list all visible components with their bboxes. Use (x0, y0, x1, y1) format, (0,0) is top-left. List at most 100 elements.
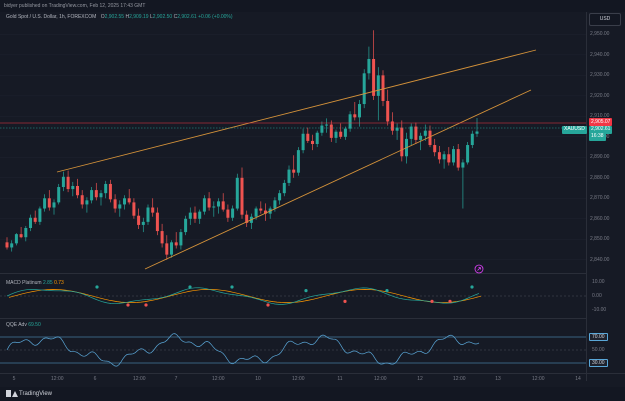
price-tick: 2,840.00 (590, 256, 610, 263)
price-tick: 2,940.00 (590, 51, 610, 58)
candle-body (358, 104, 361, 118)
candle-body (151, 207, 155, 213)
candle-body (99, 193, 103, 198)
macd-value-2: 0.73 (54, 280, 64, 286)
currency-selector[interactable]: USD (589, 13, 621, 26)
macd-cross-dot (266, 303, 270, 307)
candle-body (170, 242, 173, 255)
candle-body (47, 198, 51, 208)
macd-cross-dot (470, 285, 474, 289)
high-value: 2,909.19 (129, 14, 149, 20)
high-label: H (125, 14, 130, 20)
macd-cross-dot (230, 285, 234, 289)
macd-legend[interactable]: MACD Platinum 2.85 0.73 (6, 280, 64, 286)
candle-body (376, 75, 380, 96)
time-tick: 7 (174, 376, 178, 382)
time-tick: 12:00 (374, 376, 387, 382)
candle-body (123, 198, 126, 205)
candle-body (325, 124, 329, 126)
candle-body (296, 150, 300, 173)
candle-body (174, 242, 178, 246)
candle-body (29, 217, 32, 228)
price-axis-border (586, 12, 587, 381)
qqe-value: 69.50 (28, 322, 41, 328)
price-tick: 2,870.00 (590, 195, 610, 202)
qqe-30-tag: 30.00 (589, 359, 608, 367)
pane-divider-2[interactable] (0, 318, 586, 319)
indicator-tick: 10.00 (592, 279, 605, 285)
open-label: O (100, 14, 105, 20)
time-tick: 12:00 (453, 376, 466, 382)
candle-body (212, 206, 216, 208)
candle-body (437, 152, 441, 160)
candle-body (447, 154, 451, 163)
candle-body (372, 58, 376, 96)
price-tick: 2,950.00 (590, 31, 610, 38)
macd-cross-dot (304, 289, 308, 293)
candle-body (141, 221, 145, 225)
time-tick: 5 (12, 376, 16, 382)
time-tick: 12:00 (212, 376, 225, 382)
qqe-legend[interactable]: QQE Adv 69.50 (6, 322, 41, 328)
indicator-tick: 0.00 (592, 293, 602, 299)
close-price-tag: 2,902.61 (589, 126, 613, 134)
tradingview-logo[interactable]: TradingView (6, 390, 52, 397)
price-tick: 2,890.00 (590, 154, 610, 161)
macd-cross-dot (430, 299, 434, 303)
candle-body (254, 208, 258, 217)
candle-body (292, 169, 296, 173)
time-tick: 12:00 (292, 376, 305, 382)
candle-body (390, 121, 394, 131)
tradingview-logo-icon (6, 390, 18, 397)
candle-body (202, 198, 206, 212)
candle-body (160, 231, 164, 244)
wedge-upper-trendline (56, 49, 537, 173)
candle-body (348, 114, 352, 129)
qqe-70-tag: 70.00 (589, 333, 608, 341)
symbol-legend[interactable]: Gold Spot / U.S. Dollar, 1h, FOREXCOM O2… (6, 14, 233, 20)
candle-body (217, 201, 220, 207)
qqe-name: QQE Adv (6, 322, 27, 328)
candle-body (400, 127, 404, 157)
candle-body (108, 183, 112, 200)
candle-body (423, 130, 427, 136)
macd-cross-dot (95, 285, 99, 289)
candle-body (452, 149, 455, 163)
candle-body (306, 133, 310, 141)
time-tick: 12:00 (51, 376, 64, 382)
time-tick: 12:00 (133, 376, 146, 382)
macd-cross-dot (188, 285, 192, 289)
candle-body (221, 201, 225, 210)
price-tick: 2,880.00 (590, 174, 610, 181)
last-price-tag: 2,905.07 (589, 118, 613, 126)
candle-body (113, 199, 117, 209)
price-tick: 2,920.00 (590, 92, 610, 99)
candle-body (278, 193, 282, 201)
candle-body (94, 190, 98, 198)
candle-body (80, 195, 84, 205)
macd-line (6, 287, 480, 305)
candle-body (137, 215, 141, 225)
candle-body (249, 216, 253, 223)
countdown-tag: 16:38 (589, 133, 606, 141)
footer-bar: TradingView (0, 387, 625, 401)
candle-body (146, 207, 150, 222)
close-value: 2,902.61 (177, 14, 197, 20)
candle-body (245, 214, 249, 223)
price-tick: 2,860.00 (590, 215, 610, 222)
candle-body (207, 198, 211, 208)
time-tick: 10 (255, 376, 261, 382)
macd-cross-dot (343, 299, 347, 303)
candle-body (409, 126, 413, 139)
pane-divider-1[interactable] (0, 273, 586, 274)
candle-body (165, 243, 169, 255)
candle-body (259, 208, 263, 211)
candle-body (33, 217, 37, 222)
candle-body (43, 198, 47, 209)
candle-body (14, 234, 18, 244)
macd-signal-line (8, 289, 482, 303)
candle-body (311, 140, 314, 144)
candle-body (456, 149, 460, 168)
candle-body (76, 186, 79, 196)
